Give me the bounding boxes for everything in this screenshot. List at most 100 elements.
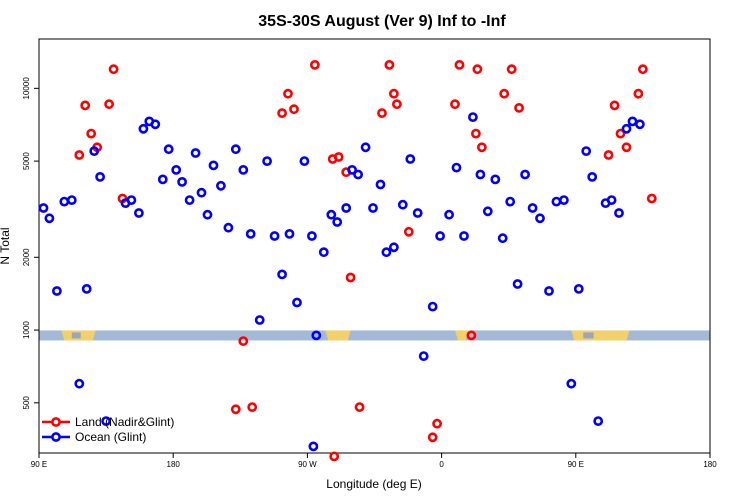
land-point-38 (646, 193, 657, 204)
ocean-point-8 (95, 171, 105, 182)
ocean-point-75 (587, 171, 598, 182)
x-tick-label-0: 90 E (31, 460, 47, 469)
ocean-point-83 (308, 441, 319, 452)
legend-marker-0 (51, 417, 61, 427)
ocean-point-32 (269, 231, 280, 241)
land-point-5 (108, 64, 119, 75)
ocean-point-12 (133, 208, 144, 218)
land-point-20 (476, 142, 487, 153)
land-point-0 (74, 150, 85, 160)
ocean-point-61 (482, 206, 493, 217)
land-point-34 (615, 128, 626, 139)
ocean-point-80 (621, 123, 632, 134)
land-point-23 (514, 103, 524, 113)
ocean-band (39, 330, 710, 341)
ocean-point-40 (326, 209, 337, 220)
land-point-13 (388, 88, 399, 99)
ocean-point-56 (444, 209, 454, 220)
land-point-22 (506, 64, 517, 75)
ocean-point-39 (318, 247, 329, 258)
ocean-point-60 (475, 169, 486, 180)
land-mass-3 (571, 330, 630, 341)
ocean-point-17 (163, 144, 174, 155)
ocean-point-25 (215, 180, 226, 191)
ocean-point-33 (277, 269, 287, 280)
ocean-point-19 (177, 176, 187, 187)
ocean-point-66 (520, 169, 530, 180)
ocean-point-23 (202, 209, 213, 220)
ocean-point-11 (126, 195, 137, 205)
ocean-point-16 (157, 174, 168, 185)
ocean-point-5 (74, 378, 85, 389)
y-tick-label-1: 1000 (22, 321, 31, 339)
land-point-26 (247, 402, 258, 412)
ocean-point-36 (299, 156, 310, 166)
ocean-point-4 (66, 195, 77, 205)
ocean-point-1 (44, 213, 55, 224)
ocean-point-54 (427, 301, 438, 312)
ocean-point-37 (306, 231, 317, 241)
ocean-point-73 (573, 283, 584, 294)
ocean-point-18 (171, 164, 182, 175)
land-mass-1 (325, 330, 351, 341)
land-point-37 (638, 64, 648, 75)
ocean-point-0 (38, 203, 49, 213)
land-point-15 (427, 432, 438, 443)
land-point-24 (230, 404, 241, 415)
ocean-point-52 (412, 208, 423, 218)
x-tick-label-4: 90 E (568, 460, 584, 469)
ocean-point-9 (101, 416, 111, 426)
ocean-point-68 (535, 213, 545, 224)
ocean-point-79 (614, 208, 624, 218)
land-point-41 (466, 330, 477, 341)
y-tick-label-0: 500 (22, 396, 31, 410)
x-tick-label-3: 0 (439, 460, 444, 469)
series-land (74, 60, 657, 462)
x-tick-label-2: 90 W (298, 460, 317, 469)
series-ocean (38, 112, 645, 452)
ocean-point-24 (208, 160, 219, 171)
ocean-point-59 (467, 112, 478, 122)
ocean-point-57 (451, 162, 462, 173)
ocean-point-51 (405, 154, 416, 164)
island-1 (583, 332, 594, 339)
land-point-36 (633, 88, 644, 99)
ocean-point-38 (311, 330, 322, 341)
land-point-17 (450, 99, 460, 110)
land-point-19 (470, 128, 481, 139)
ocean-point-74 (581, 146, 592, 156)
land-point-32 (603, 150, 614, 160)
land-point-40 (391, 99, 402, 110)
ocean-point-7 (89, 146, 100, 156)
land-mass-2 (455, 330, 469, 341)
land-point-30 (309, 60, 320, 70)
land-point-14 (403, 226, 414, 237)
legend-label-0: Land (Nadir&Glint) (75, 415, 174, 429)
plot-area (38, 38, 711, 454)
land-point-39 (384, 60, 395, 70)
ocean-point-47 (375, 179, 386, 190)
legend-label-1: Ocean (Glint) (75, 430, 146, 444)
x-tick-label-1: 180 (167, 460, 181, 469)
land-point-1 (80, 100, 91, 111)
land-point-21 (499, 88, 510, 99)
ocean-point-82 (635, 119, 645, 130)
legend-marker-1 (51, 432, 61, 442)
ocean-point-21 (190, 148, 201, 158)
ocean-point-44 (353, 169, 363, 180)
y-axis: 500 1000 2000 5000 10000 (22, 77, 39, 410)
x-tick-label-5: 180 (703, 460, 717, 469)
ocean-point-58 (459, 231, 469, 241)
ocean-point-67 (527, 203, 538, 213)
ocean-point-69 (544, 286, 554, 296)
land-point-25 (238, 336, 249, 346)
y-axis-label: N Total (0, 227, 12, 264)
ocean-point-29 (245, 228, 256, 239)
land-point-27 (277, 108, 287, 118)
ocean-point-31 (262, 156, 272, 166)
ocean-point-30 (254, 315, 265, 325)
land-point-31 (329, 451, 340, 462)
y-tick-label-2: 2000 (22, 248, 31, 266)
land-point-33 (609, 100, 620, 111)
